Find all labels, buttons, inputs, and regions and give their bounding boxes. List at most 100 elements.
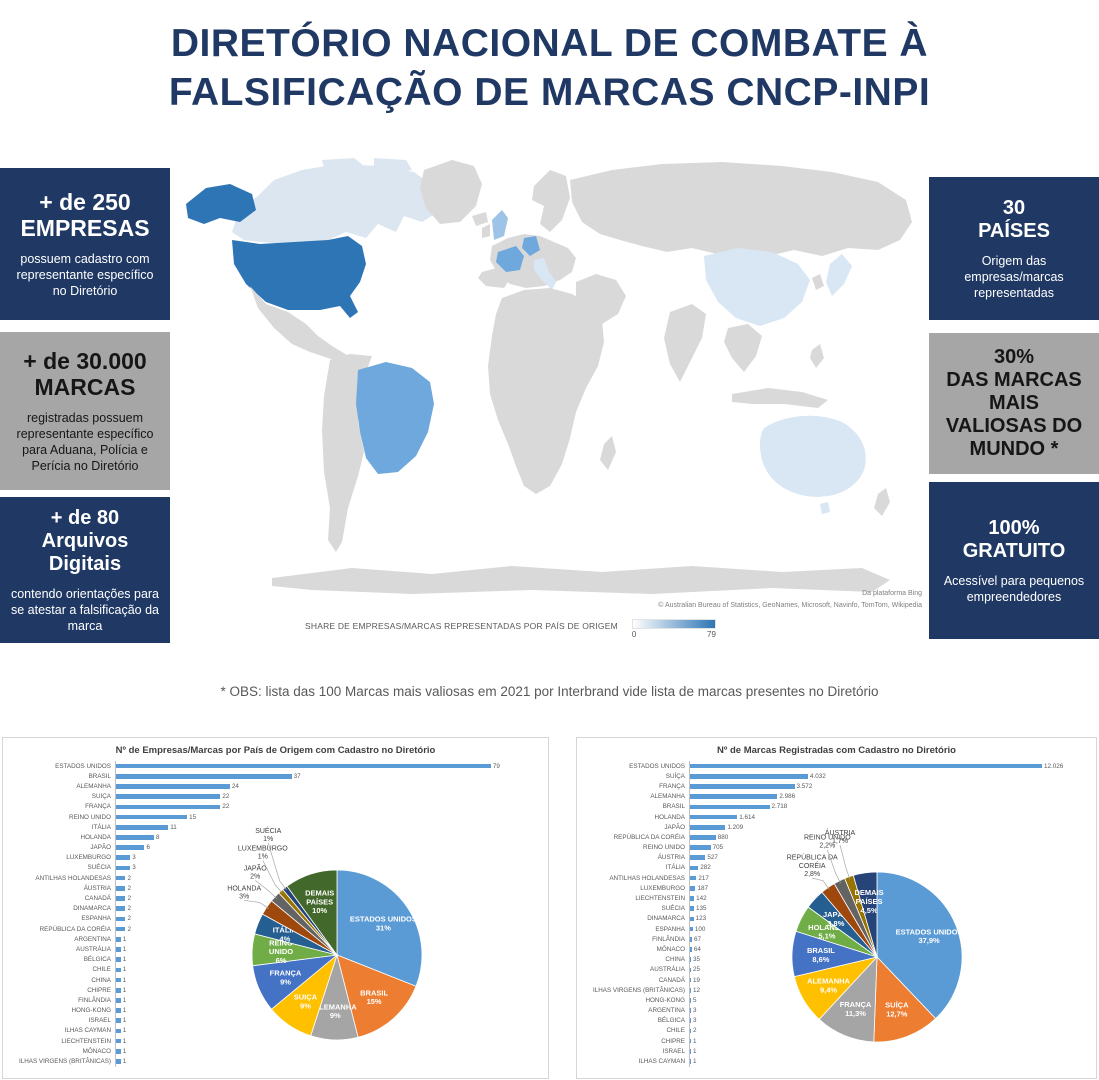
stat-body: registradas possuem representante especí… (16, 411, 154, 474)
bar-value-label: 1 (122, 1058, 127, 1066)
bar (690, 814, 738, 820)
bar-row: SUIÇA 22 (11, 791, 542, 802)
bar (116, 875, 126, 881)
bar-row: LUXEMBURGO 187 (585, 883, 1090, 894)
bar-category-label: FINLÂNDIA (652, 935, 685, 943)
bar-track: 1 (115, 974, 542, 986)
bar (690, 763, 1042, 769)
bar-category-label: HOLANDA (654, 813, 685, 821)
map-legend: SHARE DE EMPRESAS/MARCAS REPRESENTADAS P… (305, 619, 716, 639)
footnote-obs: * OBS: lista das 100 Marcas mais valiosa… (220, 684, 879, 699)
bar-row: DINAMARCA 123 (585, 913, 1090, 924)
map-attribution: © Australian Bureau of Statistics, GeoNa… (658, 602, 922, 610)
bar (116, 814, 188, 820)
bar-track: 187 (689, 883, 1090, 894)
region-germany (522, 236, 540, 256)
bar-value-label: 2 (127, 925, 131, 933)
bar-value-label: 880 (717, 833, 729, 841)
bar-track: 142 (689, 893, 1090, 904)
bar (690, 875, 697, 881)
pie-leader-line (267, 842, 287, 891)
bar-track: 1 (115, 995, 542, 1006)
bar-row: ILHAS VIRGENS (BRITÂNICAS) 12 (585, 985, 1090, 996)
stat-title: GRATUITO (962, 539, 1066, 562)
bar-category-label: ILHAS CAYMAN (64, 1027, 111, 1035)
pie-label: ALEMANHA 9,4% (807, 977, 850, 995)
stat-box-gratuito: 100% GRATUITO Acessível para pequenos em… (929, 482, 1099, 639)
bar (116, 967, 121, 973)
pie-label: REINO UNIDO 6% (269, 938, 293, 965)
bar-row: CHINA 35 (585, 954, 1090, 965)
stat-headline: 100% (988, 516, 1040, 539)
bar (690, 916, 694, 922)
bar-value-label: 3 (693, 1017, 697, 1025)
bar (690, 936, 692, 942)
bar-row: LIECHTENSTEIN 142 (585, 893, 1090, 904)
bar-row: MÔNACO 1 (11, 1046, 542, 1057)
bar-row: JAPÃO 6 (11, 842, 542, 853)
pie-slice-su-a (873, 956, 937, 1043)
world-map (186, 158, 912, 594)
bar-row: CHILE 2 (585, 1025, 1090, 1037)
bar-value-label: 19 (693, 976, 701, 984)
bar-value-label: 2 (693, 1027, 697, 1035)
bar-row: ARGENTINA 3 (585, 1005, 1090, 1016)
bar (690, 804, 770, 810)
bar-track: 35 (689, 954, 1090, 965)
bar (690, 967, 691, 973)
bar (116, 896, 126, 901)
bar-value-label: 142 (696, 895, 707, 903)
region-greenland (420, 160, 482, 224)
region-india (664, 304, 706, 382)
bar-value-label: 3 (693, 1007, 697, 1015)
chart-title: Nº de Empresas/Marcas por País de Origem… (115, 745, 436, 756)
bar-chart-marcas: ESTADOS UNIDOS 12.026 SUÍÇA 4.032 FRANÇA 3.57… (585, 761, 1090, 1067)
bar (690, 794, 778, 799)
stat-box-marcas-valiosas: 30% DAS MARCAS MAIS VALIOSAS DO MUNDO * (929, 333, 1099, 474)
bar-category-label: ARGENTINA (74, 935, 111, 943)
pie-label: REINO UNIDO 2,2% (804, 835, 851, 850)
bar-category-label: FRANÇA (659, 782, 685, 790)
bar-value-label: 1 (693, 1037, 697, 1045)
bar-row: BÉLGICA 1 (11, 954, 542, 965)
bar-row: ÁUSTRIA 527 (585, 852, 1090, 863)
region-australia (759, 415, 866, 497)
bar (116, 1049, 121, 1054)
map-legend-min: 0 (631, 630, 637, 639)
bar (116, 1008, 121, 1013)
bar (116, 936, 121, 942)
map-credits: Da plataforma Bing © Australian Bureau o… (658, 588, 922, 612)
bar-track: 8 (115, 832, 542, 843)
bar-category-label: HONG-KONG (71, 1007, 111, 1015)
bar-row: SUÍÇA 4.032 (585, 771, 1090, 782)
bar-category-label: SUÍÇA (665, 772, 685, 780)
bar-category-label: CHILE (92, 966, 111, 974)
bar-track: 3 (689, 1015, 1090, 1026)
bar-category-label: REINO UNIDO (643, 844, 685, 852)
bar-track: 123 (689, 913, 1090, 924)
pie-leader-line (839, 844, 851, 880)
bar-row: BRASIL 37 (11, 771, 542, 782)
region-new-zealand (874, 488, 890, 516)
bar-value-label: 1 (122, 1047, 127, 1055)
region-southeast-asia (724, 324, 762, 372)
pie-label: SUÉCIA 1% (255, 826, 281, 843)
region-spain (478, 266, 512, 288)
bar-category-label: ESPANHA (655, 925, 685, 933)
region-brazil (356, 362, 434, 474)
bar-track: 1 (115, 1046, 542, 1057)
bar-track: 3 (115, 862, 542, 874)
region-ireland (482, 224, 490, 238)
bar-track: 217 (689, 873, 1090, 884)
bar-row: REINO UNIDO 15 (11, 811, 542, 823)
bar-track: 24 (115, 781, 542, 792)
bar (116, 998, 121, 1003)
chart-panel-empresas-por-pais: Nº de Empresas/Marcas por País de Origem… (2, 737, 549, 1079)
region-canada (232, 164, 438, 244)
bar-value-label: 2.986 (779, 793, 796, 801)
region-japan (826, 254, 852, 296)
bar-row: DINAMARCA 2 (11, 903, 542, 914)
pie-leader-line (812, 877, 830, 890)
region-tasmania (820, 502, 830, 514)
bar-category-label: ALEMANHA (76, 782, 111, 790)
